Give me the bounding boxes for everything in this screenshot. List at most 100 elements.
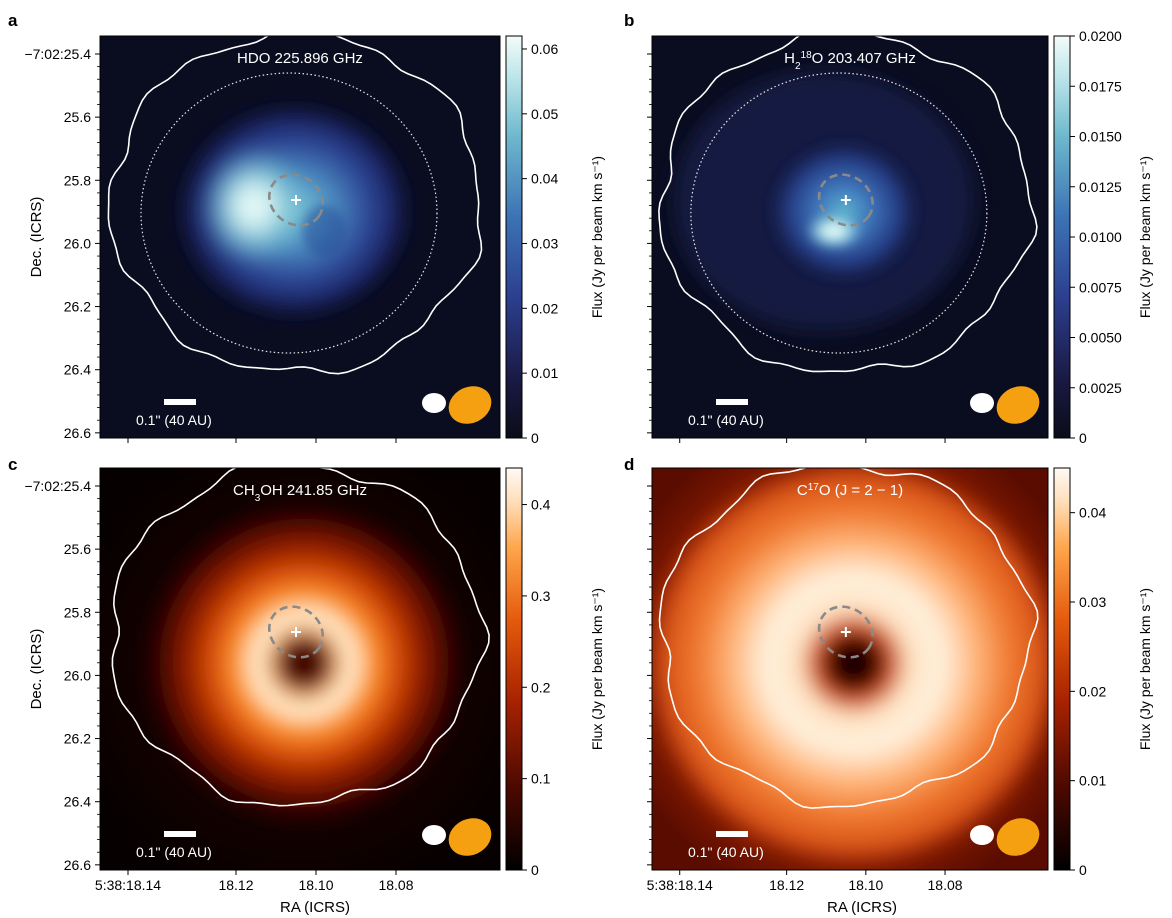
map-image: 0.1" (40 AU) C17O (J = 2 − 1)	[652, 468, 1048, 870]
centre-marker	[840, 627, 851, 638]
colorbar-tick-label: 0.03	[531, 235, 558, 251]
panel-d: d 0.1" (40 AU) C17O (J = 2 − 1) 5:38:18.14 1…	[624, 455, 1153, 893]
emission-clumps	[763, 136, 924, 287]
y-tick-label: 25.8	[64, 172, 91, 188]
colorbar-tick-label: 0.0100	[1079, 229, 1122, 245]
panel-title-part: 17	[808, 482, 820, 493]
centre-marker	[291, 195, 301, 206]
map-frame	[99, 35, 501, 439]
map-image: 0.1" (40 AU) CH3OH 241.85 GHz	[100, 468, 500, 870]
x-tick-label: 18.10	[298, 877, 333, 893]
scale-bar-label: 0.1" (40 AU)	[688, 412, 764, 428]
y-tick-label: 26.6	[64, 425, 91, 441]
map-frame	[651, 467, 1049, 871]
beam-large	[996, 818, 1040, 856]
colorbar	[1053, 467, 1071, 871]
colorbar-tick-label: 0.02	[531, 300, 558, 316]
panel-title-part: O (J = 2 − 1)	[819, 482, 903, 499]
beam-large	[996, 386, 1040, 424]
colorbar-tick-label: 0.05	[531, 106, 558, 122]
y-tick-label: 26.4	[64, 362, 91, 378]
y-tick-label: 25.6	[64, 109, 91, 125]
y-tick-label: 26.6	[64, 857, 91, 873]
inner-ring	[817, 173, 874, 227]
dotted-boundary	[690, 72, 988, 354]
beam-large	[448, 386, 492, 424]
panel-title-part: CH	[233, 482, 255, 499]
colorbar-tick-label: 0.4	[531, 497, 551, 513]
outer-contour	[658, 468, 1039, 809]
y-axis-label-bottom: Dec. (ICRS)	[28, 629, 45, 710]
panel-title-part: 3	[255, 493, 261, 504]
y-tick-label: 26.2	[64, 299, 91, 315]
scale-bar-label: 0.1" (40 AU)	[136, 844, 212, 860]
map-image: 0.1" (40 AU) HDO 225.896 GHz	[100, 36, 500, 438]
scale-bar	[164, 831, 196, 837]
x-tick-label: 5:38:18.14	[95, 877, 161, 893]
scale-bar	[716, 831, 748, 837]
beam-small	[970, 825, 994, 845]
colorbar	[505, 35, 523, 439]
y-tick-label: 25.8	[64, 604, 91, 620]
colorbar-label: Flux (Jy per beam km s⁻¹)	[589, 588, 605, 750]
colorbar-tick-label: 0.04	[531, 171, 558, 187]
colorbar-tick-label: 0	[1079, 430, 1087, 446]
y-tick-label: −7:02:25.4	[24, 478, 91, 494]
x-tick-label: 18.12	[218, 877, 253, 893]
colorbar-tick-label: 0.04	[1079, 505, 1106, 521]
outer-contour	[658, 36, 1038, 373]
panel-letter: b	[624, 11, 634, 30]
beam-small	[422, 825, 446, 845]
colorbar-tick-label: 0.0150	[1079, 129, 1122, 145]
beam-small	[422, 393, 446, 413]
emission-peak	[803, 211, 864, 252]
y-tick-label: 26.4	[64, 794, 91, 810]
y-axis-label-top: Dec. (ICRS)	[28, 197, 45, 278]
panel-title-part: 2	[795, 61, 801, 72]
colorbar-label: Flux (Jy per beam km s⁻¹)	[1137, 588, 1153, 750]
colorbar-tick-label: 0.06	[531, 41, 558, 57]
colorbar-label: Flux (Jy per beam km s⁻¹)	[589, 156, 605, 318]
colorbar-tick-label: 0	[531, 862, 539, 878]
colorbar-label: Flux (Jy per beam km s⁻¹)	[1137, 156, 1153, 318]
panel-title: HDO 225.896 GHz	[237, 50, 363, 67]
colorbar-tick-label: 0.0050	[1079, 330, 1122, 346]
scale-bar-label: 0.1" (40 AU)	[688, 844, 764, 860]
colorbar-tick-label: 0.0075	[1079, 279, 1122, 295]
scale-bar-label: 0.1" (40 AU)	[136, 412, 212, 428]
panel-title-part: 18	[801, 50, 813, 61]
map-image: 0.1" (40 AU) H218O 203.407 GHz	[652, 36, 1048, 438]
colorbar-tick-label: 0.0025	[1079, 380, 1122, 396]
y-tick-label: 26.2	[64, 731, 91, 747]
x-tick-label: 5:38:18.14	[647, 877, 713, 893]
dotted-boundary	[140, 72, 438, 354]
scale-bar	[716, 399, 748, 405]
emission-dip	[302, 205, 346, 258]
colorbar-tick-label: 0.3	[531, 588, 551, 604]
x-tick-label: 18.08	[378, 877, 413, 893]
y-tick-label: 26.0	[64, 667, 91, 683]
emission-peak	[199, 146, 309, 267]
panel-title-part: HDO 225.896 GHz	[237, 50, 363, 67]
colorbar-tick-label: 0.01	[531, 365, 558, 381]
y-tick-label: 25.6	[64, 541, 91, 557]
colorbar-tick-label: 0.0200	[1079, 28, 1122, 44]
panel-title-part: H	[784, 50, 795, 67]
emission-ring	[139, 498, 469, 829]
colorbar-tick-label: 0	[1079, 862, 1087, 878]
emission-ring	[652, 468, 1048, 868]
beam-large	[448, 818, 492, 856]
outer-contour	[107, 36, 483, 375]
colorbar-tick-label: 0.03	[1079, 594, 1106, 610]
x-tick-label: 18.10	[848, 877, 883, 893]
panel-letter: c	[8, 455, 17, 474]
colorbar-tick-label: 0.01	[1079, 773, 1106, 789]
panel-title-part: OH 241.85 GHz	[260, 482, 367, 499]
x-tick-label: 18.08	[928, 877, 963, 893]
panel-title-part: O 203.407 GHz	[812, 50, 916, 67]
panel-title: H218O 203.407 GHz	[784, 50, 916, 72]
map-frame	[651, 35, 1049, 439]
y-tick-label: 26.0	[64, 235, 91, 251]
panel-letter: a	[8, 11, 18, 30]
